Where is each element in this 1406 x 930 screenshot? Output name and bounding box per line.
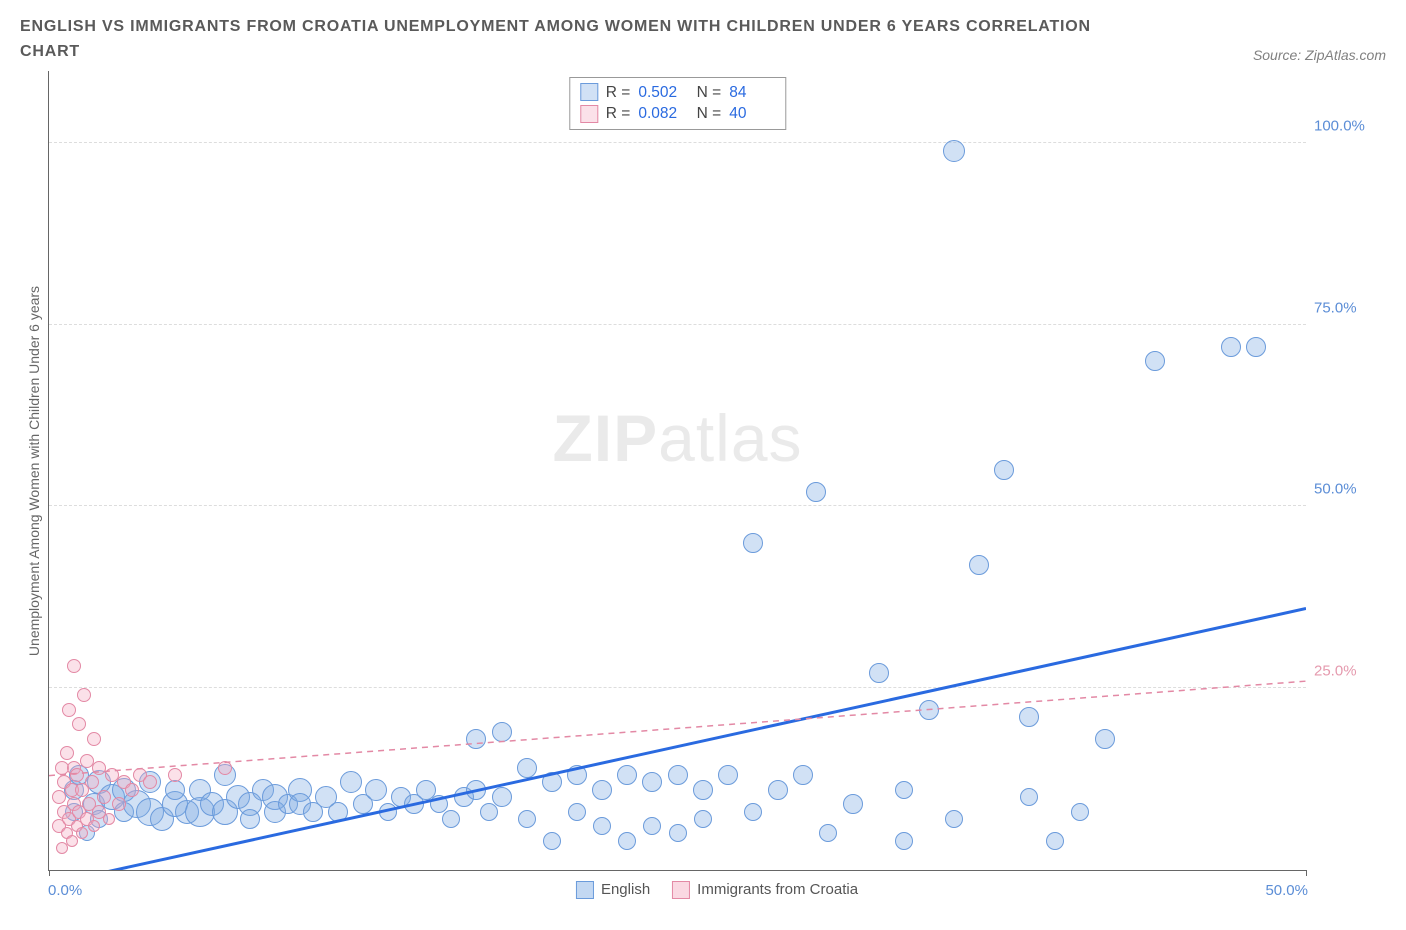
- legend-stats-row: R = 0.082 N = 40: [580, 103, 775, 125]
- plot-area: ZIPatlas R = 0.502 N = 84R = 0.082 N = 4…: [48, 71, 1306, 871]
- data-point: [365, 779, 387, 801]
- data-point: [143, 775, 157, 789]
- data-point: [744, 803, 762, 821]
- data-point: [112, 797, 126, 811]
- data-point: [62, 703, 76, 717]
- x-tick-min: 0.0%: [48, 882, 82, 899]
- data-point: [567, 765, 587, 785]
- data-point: [642, 772, 662, 792]
- y-tick-label: 75.0%: [1314, 299, 1378, 316]
- data-point: [328, 802, 348, 822]
- data-point: [52, 790, 66, 804]
- data-point: [67, 659, 81, 673]
- y-axis-label: Unemployment Among Women with Children U…: [26, 286, 42, 656]
- data-point: [87, 732, 101, 746]
- data-point: [806, 482, 826, 502]
- data-point: [125, 783, 139, 797]
- data-point: [618, 832, 636, 850]
- data-point: [943, 140, 965, 162]
- legend-swatch: [580, 83, 598, 101]
- data-point: [492, 787, 512, 807]
- data-point: [88, 820, 100, 832]
- data-point: [568, 803, 586, 821]
- legend-swatch: [576, 881, 594, 899]
- grid-line: [49, 142, 1306, 143]
- data-point: [718, 765, 738, 785]
- legend-swatch: [672, 881, 690, 899]
- y-tick-label: 25.0%: [1314, 663, 1378, 680]
- data-point: [994, 460, 1014, 480]
- data-point: [919, 700, 939, 720]
- legend-item: English: [576, 881, 650, 899]
- watermark: ZIPatlas: [552, 400, 802, 476]
- data-point: [869, 663, 889, 683]
- data-point: [442, 810, 460, 828]
- data-point: [240, 809, 260, 829]
- data-point: [340, 771, 362, 793]
- y-tick-label: 100.0%: [1314, 118, 1378, 135]
- data-point: [617, 765, 637, 785]
- data-point: [76, 827, 88, 839]
- data-point: [743, 533, 763, 553]
- data-point: [819, 824, 837, 842]
- data-point: [1145, 351, 1165, 371]
- chart-title: ENGLISH VS IMMIGRANTS FROM CROATIA UNEMP…: [20, 15, 1150, 65]
- data-point: [1246, 337, 1266, 357]
- data-point: [1020, 788, 1038, 806]
- data-point: [693, 780, 713, 800]
- legend-stats-row: R = 0.502 N = 84: [580, 82, 775, 104]
- data-point: [592, 780, 612, 800]
- data-point: [517, 758, 537, 778]
- data-point: [70, 768, 84, 782]
- data-point: [165, 780, 185, 800]
- data-point: [97, 790, 111, 804]
- data-point: [77, 688, 91, 702]
- data-point: [1071, 803, 1089, 821]
- grid-line: [49, 324, 1306, 325]
- data-point: [492, 722, 512, 742]
- data-point: [103, 813, 115, 825]
- data-point: [1019, 707, 1039, 727]
- data-point: [168, 768, 182, 782]
- source-attribution: Source: ZipAtlas.com: [1253, 47, 1386, 65]
- data-point: [669, 824, 687, 842]
- data-point: [518, 810, 536, 828]
- data-point: [593, 817, 611, 835]
- data-point: [768, 780, 788, 800]
- scatter-chart: Unemployment Among Women with Children U…: [20, 71, 1386, 871]
- data-point: [793, 765, 813, 785]
- x-tick-mark: [1306, 870, 1307, 876]
- data-point: [694, 810, 712, 828]
- x-tick-mark: [49, 870, 50, 876]
- data-point: [1095, 729, 1115, 749]
- data-point: [1046, 832, 1064, 850]
- data-point: [466, 729, 486, 749]
- data-point: [543, 832, 561, 850]
- data-point: [668, 765, 688, 785]
- data-point: [843, 794, 863, 814]
- legend-stats-box: R = 0.502 N = 84R = 0.082 N = 40: [569, 77, 786, 130]
- y-tick-label: 50.0%: [1314, 481, 1378, 498]
- data-point: [60, 746, 74, 760]
- data-point: [643, 817, 661, 835]
- legend-swatch: [580, 105, 598, 123]
- data-point: [466, 780, 486, 800]
- data-point: [85, 775, 99, 789]
- grid-line: [49, 505, 1306, 506]
- x-tick-max: 50.0%: [1265, 882, 1308, 899]
- trend-lines: [49, 71, 1306, 870]
- grid-line: [49, 687, 1306, 688]
- data-point: [542, 772, 562, 792]
- legend-item: Immigrants from Croatia: [672, 881, 858, 899]
- data-point: [969, 555, 989, 575]
- legend-bottom: English Immigrants from Croatia: [570, 881, 864, 899]
- data-point: [945, 810, 963, 828]
- data-point: [1221, 337, 1241, 357]
- data-point: [895, 781, 913, 799]
- data-point: [895, 832, 913, 850]
- data-point: [72, 717, 86, 731]
- data-point: [218, 761, 232, 775]
